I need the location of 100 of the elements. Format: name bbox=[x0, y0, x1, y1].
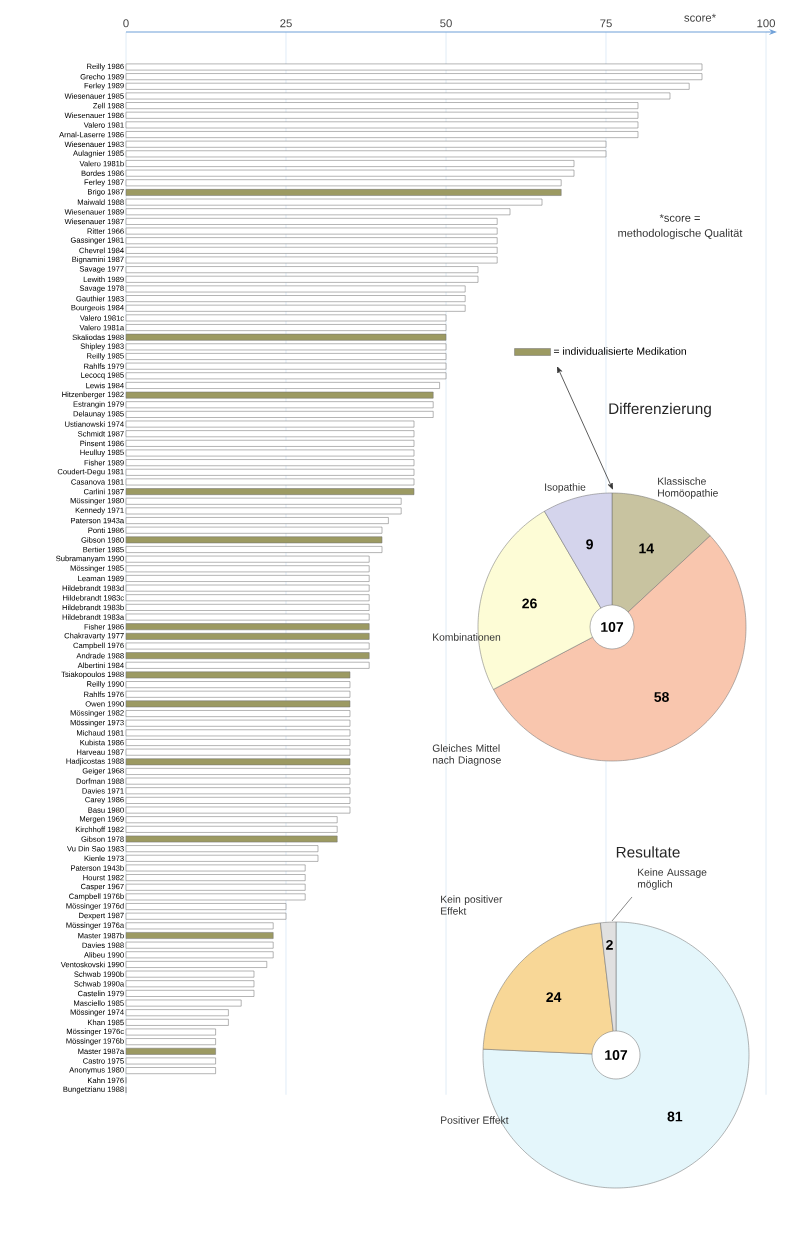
bar bbox=[125, 555, 370, 563]
bar bbox=[125, 92, 671, 100]
bar bbox=[125, 912, 287, 920]
bar bbox=[125, 604, 370, 611]
data-label: 14 bbox=[639, 543, 654, 554]
bar bbox=[125, 295, 466, 302]
bar bbox=[125, 1067, 216, 1074]
annotation: 107 bbox=[605, 1050, 628, 1060]
bar bbox=[125, 584, 370, 592]
bar bbox=[125, 758, 351, 766]
bar bbox=[125, 160, 575, 167]
slice-label: Isopathie bbox=[545, 483, 586, 493]
bar bbox=[125, 893, 306, 901]
bar bbox=[125, 353, 447, 360]
bar bbox=[125, 526, 383, 534]
bar bbox=[125, 507, 402, 515]
bar bbox=[125, 797, 351, 804]
slice-label: Klassische Homöopathie bbox=[658, 477, 718, 499]
bar bbox=[125, 449, 415, 457]
bar bbox=[125, 536, 383, 544]
x-tick-label: 0 bbox=[123, 19, 129, 28]
bar bbox=[125, 990, 255, 997]
bar bbox=[125, 102, 639, 109]
bar bbox=[125, 661, 370, 669]
data-label: 26 bbox=[522, 598, 537, 609]
data-label: 2 bbox=[606, 939, 613, 950]
annotation: methodologische Qualität bbox=[618, 228, 743, 240]
bar bbox=[125, 690, 351, 698]
bar bbox=[125, 739, 351, 746]
bar bbox=[125, 980, 255, 988]
legend-label: = individualisierte Medikation bbox=[553, 347, 686, 355]
bar bbox=[125, 73, 703, 81]
bar bbox=[125, 198, 543, 206]
bar bbox=[125, 382, 440, 389]
bar bbox=[125, 237, 498, 245]
bar bbox=[125, 961, 268, 968]
slice-label: Keine Aussage möglich bbox=[637, 868, 707, 890]
bar bbox=[125, 391, 434, 399]
slice-label: Kein positiver Effekt bbox=[441, 895, 503, 915]
bar bbox=[125, 787, 351, 795]
bar bbox=[125, 845, 319, 853]
bar bbox=[125, 189, 562, 196]
bar bbox=[125, 970, 255, 978]
chart-title: Resultate bbox=[616, 846, 680, 858]
chart-title: Differenzierung bbox=[609, 402, 711, 418]
bar bbox=[125, 1018, 229, 1026]
bar bbox=[125, 613, 370, 621]
bar bbox=[125, 864, 306, 872]
bar bbox=[125, 285, 466, 293]
slice-label: Kombinationen bbox=[433, 633, 501, 641]
bar bbox=[125, 941, 274, 949]
bar bbox=[125, 777, 351, 785]
bar bbox=[125, 951, 274, 959]
bar bbox=[125, 256, 498, 264]
bar bbox=[125, 729, 351, 737]
data-label: 58 bbox=[654, 692, 669, 702]
bar bbox=[125, 575, 370, 582]
data-label: 24 bbox=[546, 992, 562, 1002]
bar bbox=[125, 488, 415, 495]
bar bbox=[125, 333, 447, 341]
bar bbox=[125, 806, 351, 814]
bar bbox=[125, 324, 447, 331]
bar bbox=[125, 883, 306, 891]
bar bbox=[125, 82, 690, 90]
slice-label: Positiver Effekt bbox=[441, 1116, 509, 1124]
bar bbox=[125, 314, 447, 322]
bar bbox=[125, 825, 338, 833]
bar bbox=[125, 266, 479, 274]
bar bbox=[125, 681, 351, 688]
bar bbox=[125, 304, 466, 312]
bar bbox=[125, 652, 370, 660]
bar bbox=[125, 401, 434, 409]
bar bbox=[125, 565, 370, 573]
bar bbox=[125, 179, 562, 187]
bar bbox=[125, 854, 319, 862]
bar bbox=[125, 816, 338, 824]
bar bbox=[125, 748, 351, 756]
bar bbox=[125, 411, 434, 418]
bar bbox=[125, 700, 351, 708]
bar bbox=[125, 150, 607, 158]
bar bbox=[125, 671, 351, 679]
bar bbox=[125, 932, 274, 939]
annotation: 107 bbox=[601, 622, 624, 632]
bar bbox=[125, 362, 447, 370]
bar bbox=[125, 343, 447, 351]
annotation: *score = bbox=[659, 214, 700, 222]
data-label: 9 bbox=[586, 539, 593, 550]
x-tick-label: 50 bbox=[440, 19, 452, 28]
bar bbox=[125, 275, 479, 283]
bar bbox=[125, 227, 498, 235]
bar bbox=[125, 218, 498, 225]
bar bbox=[125, 468, 415, 476]
x-axis-title: score* bbox=[684, 13, 716, 22]
x-tick-label: 75 bbox=[600, 19, 612, 28]
bar bbox=[125, 497, 402, 505]
bar bbox=[125, 517, 389, 524]
bar bbox=[125, 420, 415, 428]
bar bbox=[125, 1038, 216, 1046]
bar bbox=[125, 903, 287, 910]
x-tick-label: 100 bbox=[757, 19, 775, 28]
